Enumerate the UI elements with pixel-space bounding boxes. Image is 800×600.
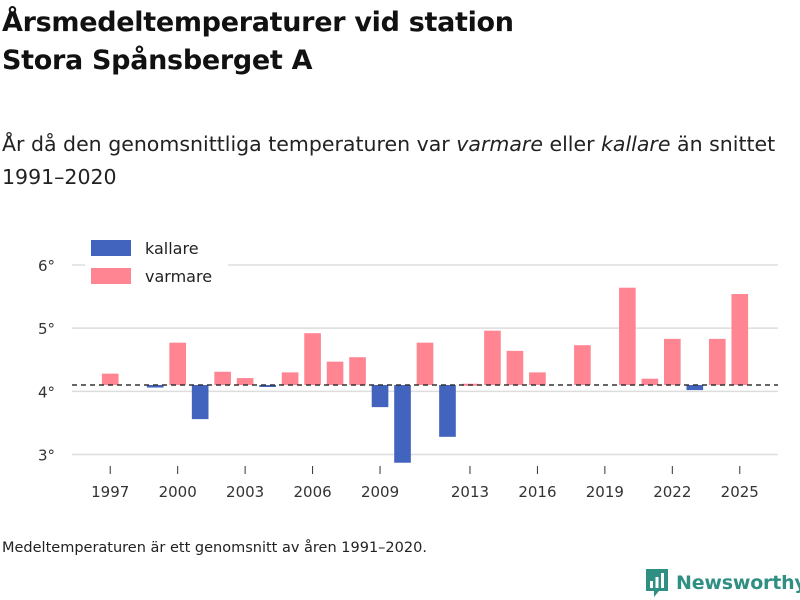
subtitle-text-3: än snittet 1991–2020 (2, 132, 776, 189)
footnote: Medeltemperaturen är ett genomsnitt av å… (2, 540, 427, 556)
chart-title: Årsmedeltemperaturer vid station Stora S… (2, 4, 782, 80)
legend-label-varmare: varmare (145, 267, 212, 286)
bar-2021 (641, 378, 659, 386)
title-line-1: Årsmedeltemperaturer vid station (2, 7, 514, 38)
subtitle-cold-word: kallare (601, 132, 671, 156)
bar-2020 (619, 287, 636, 386)
title-line-2: Stora Spånsberget A (2, 45, 313, 76)
axis-layer: 3° 4° 5° 6° 1997 2000 2003 2006 2009 2013 2016 2019… (38, 257, 778, 501)
bar-2005 (281, 372, 299, 386)
newsworthy-logo-text: Newsworthy (676, 572, 800, 594)
newsworthy-logo: Newsworthy (645, 568, 800, 598)
legend-swatch-varmare (91, 268, 131, 284)
bar-2010 (394, 385, 411, 463)
bar-2016 (529, 372, 546, 386)
bar-2007 (326, 361, 344, 386)
y-tick-label: 3° (38, 447, 55, 465)
bar-2008 (349, 357, 366, 386)
bar-2012 (439, 385, 456, 437)
newsworthy-logo-icon (646, 569, 668, 597)
legend: kallare varmare (85, 232, 228, 290)
bar-2001 (191, 385, 209, 420)
x-tick-label: 2009 (361, 483, 399, 501)
bar-2006 (304, 333, 321, 386)
bar-2025 (731, 294, 749, 386)
bar-2014 (484, 330, 501, 386)
bar-2015 (506, 350, 524, 386)
bar-layer (101, 287, 749, 463)
bar-2003 (236, 378, 254, 386)
bar-1999 (146, 385, 164, 388)
y-tick-label: 5° (38, 320, 55, 338)
bar-2023 (686, 385, 704, 391)
x-tick-label: 2019 (586, 483, 624, 501)
x-tick-label: 2000 (159, 483, 197, 501)
bar-2011 (416, 342, 434, 386)
x-tick-label: 2006 (293, 483, 331, 501)
x-tick-label: 2016 (518, 483, 556, 501)
y-tick-label: 6° (38, 257, 55, 275)
x-tick-label: 2022 (653, 483, 691, 501)
x-tick-label: 2003 (226, 483, 264, 501)
bar-1997 (101, 373, 119, 386)
chart-subtitle: År då den genomsnittliga temperaturen va… (2, 128, 792, 194)
bar-chart: 3° 4° 5° 6° 1997 2000 2003 2006 2009 2013 2016 2019… (38, 232, 778, 501)
x-tick-label: 2013 (451, 483, 489, 501)
bar-2002 (214, 371, 231, 386)
bar-2022 (664, 338, 681, 386)
legend-label-kallare: kallare (145, 239, 199, 258)
y-tick-label: 4° (38, 383, 55, 401)
x-tick-label: 1997 (91, 483, 129, 501)
bar-2000 (169, 342, 186, 386)
bar-2009 (371, 385, 389, 408)
bar-2018 (574, 345, 591, 386)
bar-2024 (708, 338, 726, 386)
legend-swatch-kallare (91, 240, 131, 256)
x-tick-label: 2025 (721, 483, 759, 501)
subtitle-warm-word: varmare (456, 132, 543, 156)
subtitle-text-2: eller (542, 132, 602, 156)
subtitle-text-1: År då den genomsnittliga temperaturen va… (2, 132, 457, 156)
bar-2004 (259, 385, 276, 388)
